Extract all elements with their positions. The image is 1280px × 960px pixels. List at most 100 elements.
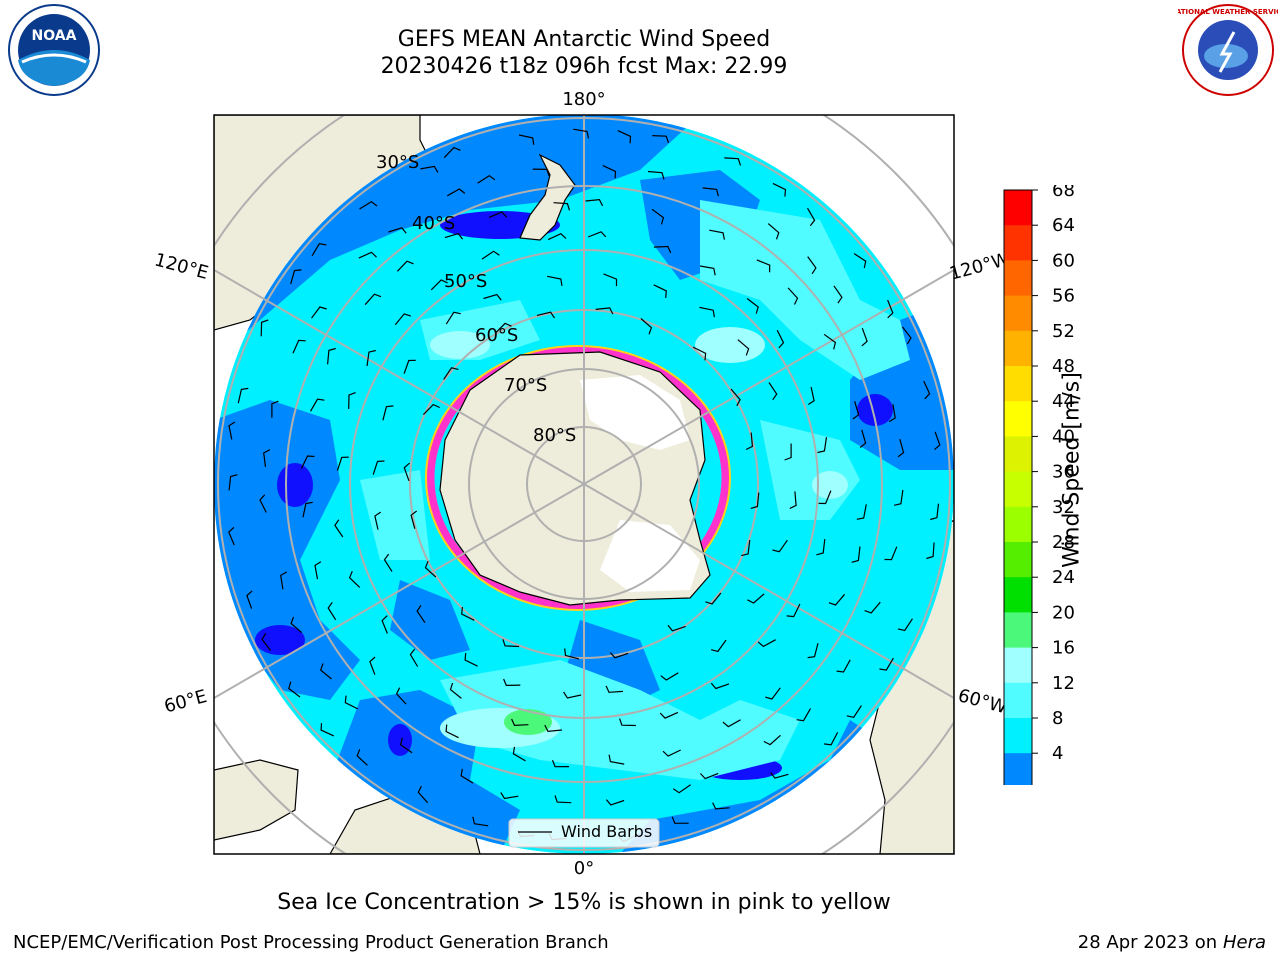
wind-barb bbox=[747, 593, 765, 604]
wind-barb bbox=[897, 618, 913, 632]
wind-barb bbox=[856, 504, 867, 520]
wind-barb bbox=[403, 359, 416, 374]
wind-barb bbox=[887, 299, 894, 319]
wind-barb bbox=[784, 443, 792, 461]
wind-barb bbox=[446, 188, 466, 197]
lat-label-30: 30°S bbox=[376, 152, 419, 173]
wind-barb bbox=[271, 400, 279, 418]
colorbar-segment bbox=[1004, 612, 1032, 649]
wind-barb bbox=[768, 382, 778, 401]
wind-barb bbox=[344, 695, 359, 710]
wind-barb bbox=[327, 601, 337, 621]
wind-barb bbox=[807, 643, 819, 659]
wind-barb bbox=[609, 652, 629, 659]
wind-barb bbox=[608, 754, 625, 765]
wind-barb bbox=[394, 313, 411, 326]
colorbar: 68 64 60 56 52 48 44 40 36 32 28 24 20 16 12 8 4 bbox=[1000, 180, 1140, 818]
wind-barb bbox=[445, 724, 459, 739]
wind-barb bbox=[464, 653, 478, 667]
wind-barb bbox=[930, 503, 940, 521]
wind-barb bbox=[853, 252, 867, 269]
wind-barb bbox=[770, 772, 789, 779]
wind-barb bbox=[765, 687, 781, 700]
wind-barb bbox=[818, 490, 832, 505]
wind-barb bbox=[772, 182, 787, 197]
wind-barb bbox=[653, 284, 667, 298]
colorbar-tick-label: 8 bbox=[1052, 708, 1063, 729]
wind-barb bbox=[846, 705, 862, 718]
chart-title: GEFS MEAN Antarctic Wind Speed bbox=[397, 27, 771, 52]
wind-barb bbox=[327, 347, 336, 365]
wind-barb bbox=[617, 130, 632, 144]
lon-label-120e: 120°E bbox=[152, 249, 210, 283]
wind-barb bbox=[833, 285, 843, 304]
wind-barb bbox=[587, 231, 607, 238]
wind-barb bbox=[712, 802, 730, 810]
footer-host: Hera bbox=[1222, 932, 1266, 953]
map-frame bbox=[213, 114, 955, 855]
colorbar-tick-label: 48 bbox=[1052, 356, 1075, 377]
wind-barb bbox=[660, 672, 679, 681]
lat-label-80: 80°S bbox=[533, 425, 576, 446]
wind-barb bbox=[399, 737, 413, 754]
lon-label-0: 0° bbox=[574, 858, 594, 879]
wind-barb bbox=[395, 687, 407, 705]
wind-barb bbox=[311, 243, 327, 257]
wind-barb bbox=[750, 492, 760, 509]
wind-barb bbox=[757, 639, 776, 648]
wind-barb bbox=[388, 227, 407, 234]
wind-barb bbox=[699, 306, 715, 318]
nws-logo: NATIONAL WEATHER SERVICE bbox=[1170, 2, 1280, 102]
wind-barb bbox=[901, 326, 912, 345]
wind-barb bbox=[314, 561, 322, 580]
wind-barb bbox=[237, 387, 249, 404]
wind-barb bbox=[741, 539, 751, 557]
wind-barb bbox=[710, 682, 730, 690]
wind-barb bbox=[884, 546, 898, 561]
colorbar-segment bbox=[1004, 506, 1032, 543]
wind-barb bbox=[640, 318, 653, 335]
colorbar-segment bbox=[1004, 401, 1032, 437]
wind-barb bbox=[772, 539, 788, 553]
wind-barb bbox=[382, 405, 394, 421]
colorbar-segment bbox=[1004, 330, 1032, 367]
colorbar-tick-label: 40 bbox=[1052, 426, 1075, 447]
wind-barb bbox=[585, 198, 604, 207]
wind-barb bbox=[859, 429, 867, 448]
wind-barb bbox=[619, 718, 636, 727]
wind-barb bbox=[756, 259, 771, 273]
wind-barb bbox=[260, 319, 269, 337]
wind-barb bbox=[292, 339, 306, 354]
wind-barb bbox=[369, 656, 376, 675]
colorbar-tick-label: 24 bbox=[1052, 567, 1075, 588]
wind-barb bbox=[605, 799, 625, 806]
chart-subtitle: 20230426 t18z 096h fcst Max: 22.99 bbox=[380, 54, 788, 79]
wind-barb bbox=[481, 250, 500, 260]
wind-barb bbox=[290, 616, 303, 634]
wind-barbs-legend bbox=[508, 818, 660, 848]
colorbar-segment bbox=[1004, 471, 1032, 508]
wind-barb bbox=[430, 279, 448, 291]
wind-barb bbox=[311, 306, 327, 319]
wind-barb bbox=[692, 346, 707, 361]
wind-barb bbox=[807, 386, 815, 406]
wind-barb bbox=[488, 211, 508, 218]
wind-barb bbox=[417, 785, 429, 804]
colorbar-segment bbox=[1004, 436, 1032, 473]
wind-barb bbox=[302, 501, 313, 518]
colorbar-tick-label: 12 bbox=[1052, 673, 1075, 694]
wind-barb bbox=[518, 134, 535, 145]
wind-barb bbox=[416, 605, 426, 624]
wind-barb bbox=[879, 657, 894, 671]
wind-barb bbox=[595, 307, 614, 315]
nws-logo-text: NATIONAL WEATHER SERVICE bbox=[1178, 8, 1278, 16]
weddell-ice-shelf bbox=[600, 520, 700, 592]
wind-barb bbox=[737, 339, 750, 356]
colorbar-tick-label: 16 bbox=[1052, 638, 1075, 659]
lon-label-60e: 60°E bbox=[162, 686, 209, 717]
footer-right: 28 Apr 2023 on Hera bbox=[1078, 932, 1266, 953]
colorbar-segment bbox=[1004, 225, 1032, 261]
wind-barb bbox=[259, 494, 267, 513]
wind-barb bbox=[300, 455, 315, 469]
